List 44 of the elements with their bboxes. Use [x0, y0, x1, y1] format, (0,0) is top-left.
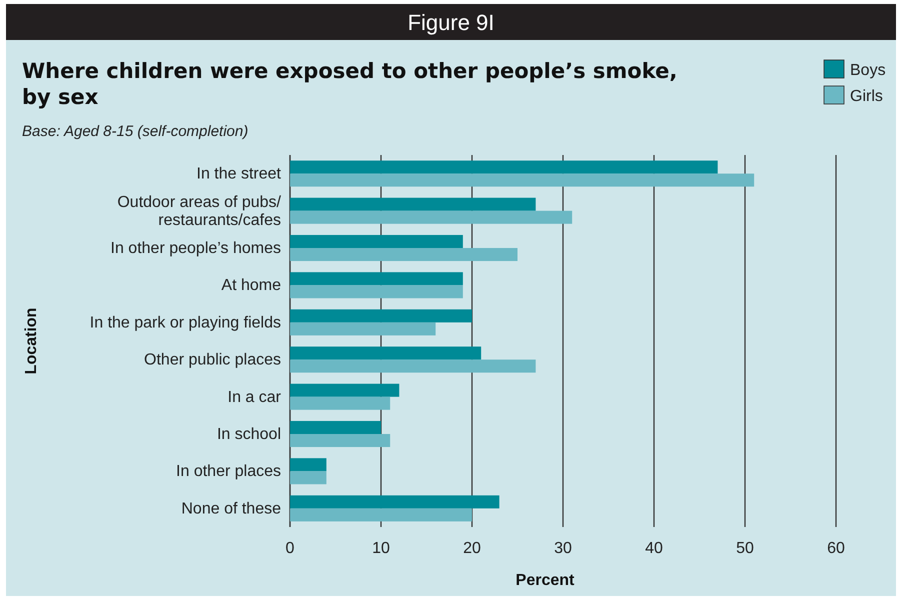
- bar: [290, 198, 536, 211]
- bar: [290, 420, 381, 434]
- y-tick-label: In school: [216, 426, 281, 443]
- y-tick-label: In a car: [228, 388, 282, 406]
- x-tick-label: 40: [645, 540, 663, 557]
- y-tick-label: In other places: [176, 463, 281, 480]
- y-tick-label: At home: [221, 277, 282, 294]
- y-tick-label: Outdoor areas of pubs/ restaurants/cafes: [117, 194, 282, 229]
- bar: [290, 322, 436, 336]
- legend-label: Boys: [850, 62, 886, 79]
- x-tick-label: 20: [463, 540, 481, 557]
- bar: [290, 160, 718, 174]
- bar: [290, 360, 536, 373]
- bar: [290, 346, 482, 360]
- y-tick-label: In the park or playing fields: [90, 314, 281, 332]
- y-axis-title: Location: [23, 308, 40, 374]
- chart-title: Where children were exposed to other people’s smoke, by sex: [22, 59, 678, 109]
- bar: [290, 495, 500, 508]
- x-tick-label: 30: [554, 540, 572, 557]
- y-tick-label: None of these: [181, 500, 282, 518]
- y-tick-label: In other people’s homes: [110, 240, 281, 257]
- caption: Figure 9I: [408, 10, 494, 35]
- bar: [290, 309, 472, 322]
- text: Base: Aged 8-15 (self-completion): [22, 123, 248, 140]
- bar: [290, 272, 463, 286]
- legend-label: Girls: [850, 88, 883, 105]
- bar: [290, 458, 326, 472]
- x-tick-label: 0: [286, 540, 295, 557]
- bar: [290, 471, 326, 484]
- bar: [290, 285, 463, 298]
- y-tick-label: Other public places: [144, 352, 281, 369]
- y-tick-label: In the street: [196, 166, 282, 183]
- x-tick-label: 10: [372, 540, 390, 557]
- bar: [290, 248, 518, 262]
- x-tick-label: 50: [736, 540, 754, 557]
- bar: [290, 434, 390, 448]
- bar: [290, 508, 472, 522]
- x-axis-title: Percent: [516, 572, 576, 589]
- bar: [290, 234, 463, 248]
- bar: [290, 396, 390, 410]
- x-tick-label: 60: [827, 540, 845, 557]
- bar: [290, 174, 754, 187]
- bar: [290, 384, 400, 397]
- bar: [290, 210, 572, 224]
